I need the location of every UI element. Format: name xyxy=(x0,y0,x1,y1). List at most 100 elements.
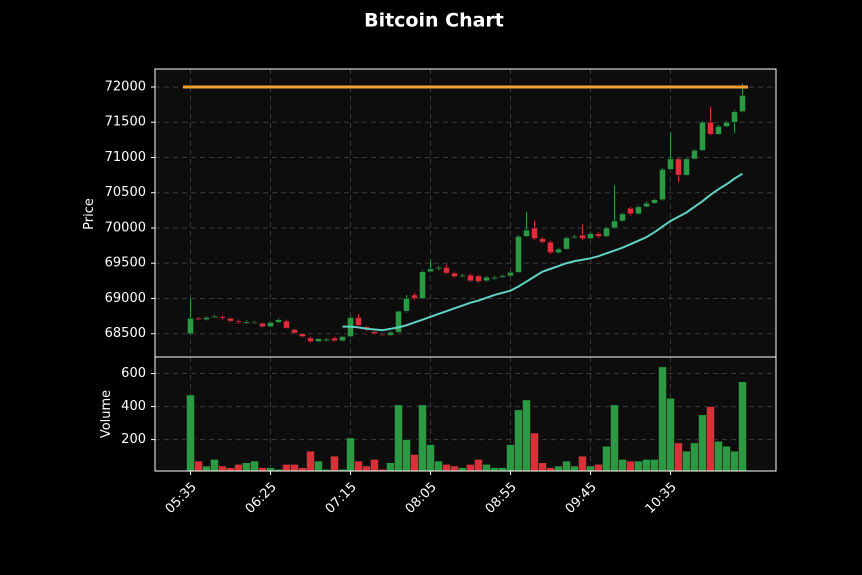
candle-body xyxy=(435,267,442,270)
volume-bar xyxy=(722,445,731,472)
candle-body xyxy=(659,169,666,201)
candle-body xyxy=(451,272,458,277)
volume-bar xyxy=(282,464,291,472)
volume-bar xyxy=(290,464,299,472)
x-tick-label: 09:45 xyxy=(563,480,600,517)
candle-body xyxy=(675,158,682,176)
candle-body xyxy=(211,315,218,318)
candle-body xyxy=(731,111,738,123)
volume-bar xyxy=(314,460,323,472)
candle-body xyxy=(187,317,194,334)
candle-body xyxy=(251,322,258,324)
chart-title: Bitcoin Chart xyxy=(364,10,504,32)
y-tick-label: 200 xyxy=(121,432,146,447)
candle-body xyxy=(259,322,266,327)
candle-body xyxy=(611,220,618,229)
candle-body xyxy=(315,338,322,342)
volume-bar xyxy=(706,406,715,472)
x-tick-label: 05:35 xyxy=(163,480,200,517)
candle-body xyxy=(539,238,546,243)
volume-bar xyxy=(426,444,435,472)
x-tick-label: 07:15 xyxy=(323,480,360,517)
volume-bar xyxy=(370,459,379,472)
candle-body xyxy=(515,236,522,273)
candle-body xyxy=(307,337,314,342)
volume-bar xyxy=(594,464,603,472)
volume-bar xyxy=(666,398,675,472)
candle-body xyxy=(563,237,570,250)
volume-bar xyxy=(418,404,427,472)
volume-axis-label: Volume xyxy=(99,390,114,438)
volume-bar xyxy=(250,460,259,472)
volume-bar xyxy=(538,462,547,472)
volume-bar xyxy=(194,460,203,472)
candle-body xyxy=(715,126,722,135)
volume-bar xyxy=(394,404,403,472)
candle-body xyxy=(355,317,362,326)
y-tick-label: 72000 xyxy=(105,79,146,94)
candle-body xyxy=(603,227,610,237)
candle-body xyxy=(243,321,250,324)
price-panel xyxy=(155,69,776,357)
volume-frame xyxy=(154,356,777,472)
y-tick-label: 600 xyxy=(121,366,146,381)
candle-body xyxy=(203,317,210,320)
volume-bar xyxy=(626,460,635,472)
volume-bar xyxy=(186,394,195,472)
y-tick-label: 71000 xyxy=(105,150,146,165)
volume-bar xyxy=(522,399,531,472)
candle-body xyxy=(235,320,242,323)
candle-body xyxy=(619,213,626,222)
volume-bar xyxy=(482,464,491,472)
candle-body xyxy=(667,158,674,170)
volume-bar xyxy=(658,366,667,472)
candle-body xyxy=(491,277,498,279)
candle-body xyxy=(739,95,746,112)
volume-bar xyxy=(442,464,451,472)
volume-bar xyxy=(402,439,411,472)
x-tick-label: 08:05 xyxy=(403,480,440,517)
volume-bar xyxy=(330,455,339,472)
volume-bar xyxy=(642,459,651,472)
x-tick-label: 10:35 xyxy=(643,480,680,517)
y-tick-label: 71500 xyxy=(105,115,146,130)
volume-bar xyxy=(306,450,315,472)
candle-body xyxy=(499,275,506,278)
volume-bar xyxy=(562,460,571,472)
candle-body xyxy=(587,233,594,239)
candle-body xyxy=(547,241,554,253)
candle-body xyxy=(635,206,642,215)
y-tick-label: 70500 xyxy=(105,185,146,200)
volume-bar xyxy=(698,414,707,472)
candle-body xyxy=(651,199,658,204)
volume-bar xyxy=(634,460,643,472)
candle-body xyxy=(555,248,562,253)
candle-body xyxy=(443,267,450,274)
candle-body xyxy=(379,334,386,336)
volume-bar xyxy=(474,459,483,472)
y-tick-label: 70000 xyxy=(105,220,146,235)
volume-bar xyxy=(570,465,579,472)
candle-body xyxy=(299,333,306,337)
x-tick-label: 06:25 xyxy=(243,480,280,517)
candle-body xyxy=(323,339,330,342)
candle-body xyxy=(579,234,586,239)
volume-bar xyxy=(450,465,459,472)
candle-body xyxy=(691,150,698,160)
candle-body xyxy=(483,277,490,282)
candle-body xyxy=(419,271,426,299)
volume-bar xyxy=(218,465,227,472)
candle-body xyxy=(331,337,338,342)
candle-body xyxy=(403,298,410,312)
candle-body xyxy=(571,236,578,239)
candle-body xyxy=(195,317,202,320)
volume-bar xyxy=(346,437,355,472)
candle-body xyxy=(339,336,346,342)
candle-body xyxy=(395,310,402,333)
volume-bar xyxy=(738,381,747,472)
candle-body xyxy=(387,332,394,336)
candle-body xyxy=(459,274,466,277)
candle-body xyxy=(291,329,298,334)
